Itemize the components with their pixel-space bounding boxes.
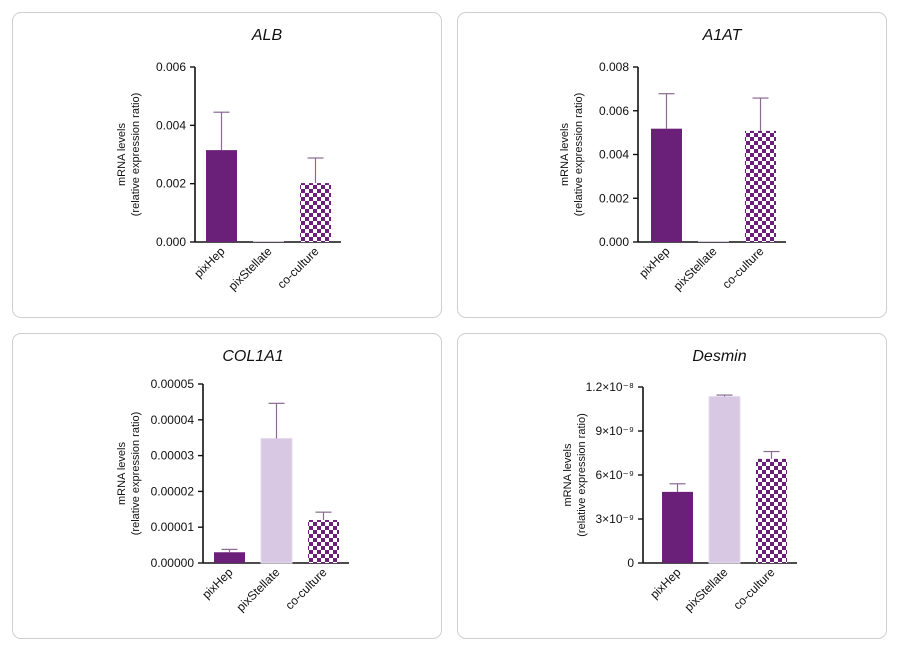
x-category-label: pixHep — [191, 244, 228, 281]
x-category-label: pixStellate — [234, 565, 283, 614]
y-axis-label: mRNA levels (relative expression ratio) — [562, 413, 588, 537]
x-category-label: pixHep — [199, 565, 236, 602]
y-tick-label: 0.004 — [156, 118, 186, 132]
y-tick-label: 0.00004 — [151, 413, 195, 427]
bar-co-culture — [308, 520, 339, 563]
chart-title: ALB — [251, 27, 283, 44]
x-category-label: co-culture — [282, 565, 329, 612]
y-axis-label-line: mRNA levels — [562, 443, 574, 506]
y-tick-label: 3×10⁻⁹ — [595, 512, 634, 526]
y-tick-label: 0.000 — [156, 235, 186, 249]
chart-title: A1AT — [702, 27, 742, 44]
chart-title: COL1A1 — [222, 348, 284, 365]
x-category-label: co-culture — [719, 244, 766, 291]
bar-pixhep — [214, 552, 245, 563]
y-axis-label-line: (relative expression ratio) — [576, 413, 588, 537]
x-category-label: pixHep — [647, 565, 684, 602]
x-category-label: pixStellate — [226, 244, 275, 293]
chart-title: Desmin — [692, 348, 747, 365]
y-axis-label-line: (relative expression ratio) — [130, 412, 142, 536]
y-tick-label: 0.006 — [599, 104, 629, 118]
x-category-label: co-culture — [730, 565, 777, 612]
y-axis-label-line: mRNA levels — [559, 123, 571, 186]
y-axis-label-line: mRNA levels — [116, 123, 128, 186]
x-category-label: pixStellate — [682, 565, 731, 614]
y-axis-label: mRNA levels (relative expression ratio) — [559, 93, 585, 217]
y-axis-label-line: (relative expression ratio) — [130, 93, 142, 217]
bar-pixhep — [662, 491, 693, 563]
bar-pixstellate — [708, 396, 741, 564]
x-category-label: co-culture — [274, 244, 321, 291]
y-tick-label: 0.00003 — [151, 449, 195, 463]
y-tick-label: 0.00000 — [151, 556, 195, 570]
chart-panel-alb: ALB mRNA levels (relative expression rati… — [12, 12, 442, 318]
y-tick-label: 6×10⁻⁹ — [595, 468, 634, 482]
chart-panel-desmin: Desmin mRNA levels (relative expression r… — [457, 333, 887, 639]
y-tick-label: 0.006 — [156, 60, 186, 74]
y-tick-label: 0.002 — [599, 191, 629, 205]
chart-panel-col1a1: COL1A1 mRNA levels (relative expression r… — [12, 333, 442, 639]
y-tick-label: 0.008 — [599, 60, 629, 74]
bar-pixhep — [651, 128, 682, 242]
bar-co-culture — [756, 458, 787, 563]
y-axis-label-line: mRNA levels — [116, 442, 128, 505]
y-tick-label: 0.00002 — [151, 484, 195, 498]
chart-svg: mRNA levels (relative expression ratio) 0 3… — [562, 380, 797, 614]
y-tick-label: 9×10⁻⁹ — [595, 424, 634, 438]
bar-pixhep — [206, 150, 237, 242]
y-axis-label: mRNA levels (relative expression ratio) — [116, 93, 142, 217]
x-category-label: pixHep — [636, 244, 673, 281]
y-tick-label: 0.002 — [156, 177, 186, 191]
y-tick-label: 1.2×10⁻⁸ — [586, 380, 634, 394]
chart-svg: mRNA levels (relative expression ratio) 0.… — [116, 60, 341, 293]
y-tick-label: 0.00005 — [151, 377, 195, 391]
bar-co-culture — [745, 130, 776, 242]
chart-svg: mRNA levels (relative expression ratio) 0.… — [116, 377, 349, 614]
bar-pixstellate — [260, 437, 293, 564]
y-tick-label: 0.000 — [599, 235, 629, 249]
y-tick-label: 0 — [627, 556, 634, 570]
y-axis-label-line: (relative expression ratio) — [573, 93, 585, 217]
x-category-label: pixStellate — [671, 244, 720, 293]
y-tick-label: 0.00001 — [151, 520, 195, 534]
chart-svg: mRNA levels (relative expression ratio) 0.… — [559, 60, 786, 293]
y-tick-label: 0.004 — [599, 148, 629, 162]
bar-co-culture — [300, 183, 331, 242]
chart-panel-a1at: A1AT mRNA levels (relative expression rat… — [457, 12, 887, 318]
y-axis-label: mRNA levels (relative expression ratio) — [116, 412, 142, 536]
